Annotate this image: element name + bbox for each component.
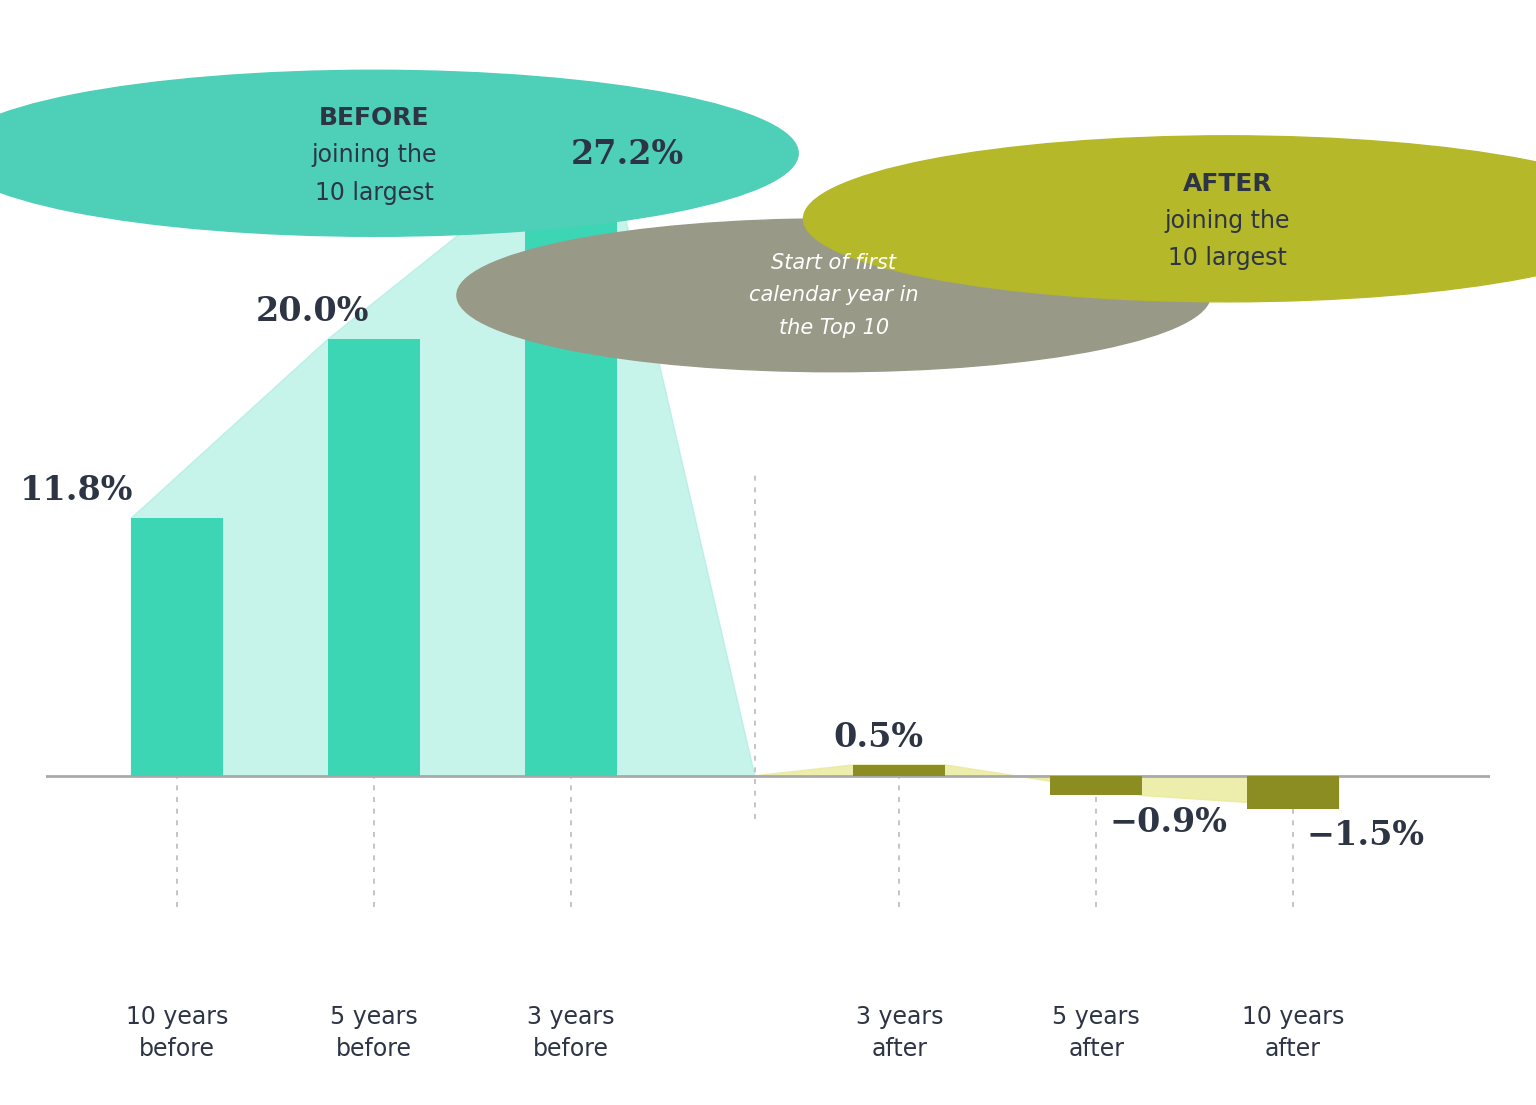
Text: 0.5%: 0.5% bbox=[834, 720, 923, 754]
Text: joining the: joining the bbox=[312, 144, 436, 168]
Bar bbox=[525, 181, 617, 776]
Text: 11.8%: 11.8% bbox=[20, 474, 134, 507]
Text: calendar year in: calendar year in bbox=[750, 285, 919, 305]
Bar bbox=[1247, 776, 1339, 809]
Text: 10 largest: 10 largest bbox=[1167, 246, 1287, 270]
Bar bbox=[329, 339, 421, 776]
Bar bbox=[854, 765, 945, 776]
Ellipse shape bbox=[456, 219, 1210, 371]
Ellipse shape bbox=[0, 71, 799, 236]
Text: the Top 10: the Top 10 bbox=[779, 318, 889, 338]
Text: 10 largest: 10 largest bbox=[315, 180, 433, 204]
Polygon shape bbox=[754, 765, 1339, 809]
Text: 27.2%: 27.2% bbox=[571, 138, 685, 171]
Ellipse shape bbox=[803, 136, 1536, 302]
Text: joining the: joining the bbox=[1164, 209, 1290, 233]
Text: Start of first: Start of first bbox=[771, 253, 895, 273]
Polygon shape bbox=[132, 181, 754, 776]
Text: AFTER: AFTER bbox=[1183, 172, 1272, 196]
Text: −0.9%: −0.9% bbox=[1109, 807, 1227, 840]
Bar bbox=[132, 518, 223, 776]
Text: −1.5%: −1.5% bbox=[1306, 820, 1424, 852]
Bar bbox=[1051, 776, 1143, 796]
Text: 20.0%: 20.0% bbox=[257, 295, 370, 328]
Text: BEFORE: BEFORE bbox=[319, 106, 430, 130]
